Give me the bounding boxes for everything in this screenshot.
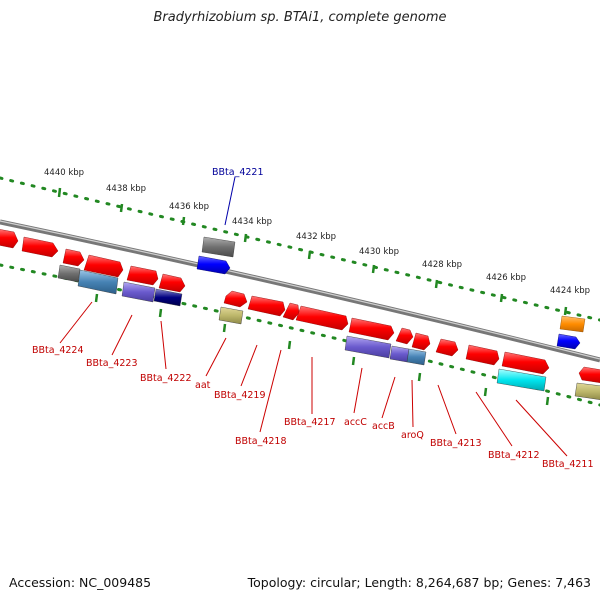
accession-text: Accession: NC_009485	[9, 575, 152, 590]
gene-labels: BBta_4221 BBta_4224 BBta_4223 BBta_4222 …	[32, 167, 594, 470]
gene-label[interactable]: BBta_4213	[430, 438, 482, 449]
gene-box[interactable]	[559, 315, 586, 333]
inner-major-ticks	[94, 293, 550, 406]
map-title: Bradyrhizobium sp. BTAi1, complete genom…	[153, 10, 447, 25]
gene-arrow[interactable]	[295, 305, 349, 331]
gene-arrow[interactable]	[556, 333, 581, 350]
ruler-labels: 4440 kbp 4438 kbp 4436 kbp 4434 kbp 4432…	[44, 168, 590, 296]
gene-box[interactable]	[201, 236, 236, 258]
ruler-label: 4438 kbp	[106, 184, 146, 194]
ruler-label: 4430 kbp	[359, 247, 399, 257]
ruler-label: 4426 kbp	[486, 273, 526, 283]
outer-ruler-track	[0, 176, 600, 322]
gene-box[interactable]	[406, 348, 427, 366]
gene-arrow[interactable]	[465, 344, 500, 366]
gene-features-outer	[0, 229, 586, 350]
gene-arrow[interactable]	[395, 327, 414, 345]
gene-arrow[interactable]	[83, 254, 124, 278]
topology-text: Topology: circular; Length: 8,264,687 bp…	[247, 575, 591, 590]
gene-label[interactable]: BBta_4217	[284, 417, 336, 428]
gene-label[interactable]: BBta_4211	[542, 459, 594, 470]
gene-label[interactable]: accC	[344, 417, 367, 428]
ruler-label: 4424 kbp	[550, 286, 590, 296]
gene-box[interactable]	[496, 368, 547, 392]
ruler-label: 4440 kbp	[44, 168, 84, 178]
gene-arrow[interactable]	[578, 366, 600, 383]
gene-arrow[interactable]	[501, 351, 550, 375]
gene-label[interactable]: aroQ	[401, 430, 424, 441]
gene-box[interactable]	[153, 288, 183, 307]
gene-box[interactable]	[57, 264, 81, 283]
gene-features-inner	[57, 264, 600, 400]
gene-label[interactable]: BBta_4219	[214, 390, 266, 401]
gene-arrow[interactable]	[126, 265, 159, 286]
gene-box[interactable]	[121, 281, 156, 303]
ruler-label: 4428 kbp	[422, 260, 462, 270]
gene-arrow[interactable]	[435, 338, 459, 357]
ruler-label: 4434 kbp	[232, 217, 272, 227]
gene-arrow[interactable]	[411, 332, 431, 351]
gene-label[interactable]: BBta_4224	[32, 345, 84, 356]
genome-backbone-highlight	[0, 220, 600, 360]
label-leaders	[59, 176, 568, 457]
gene-box[interactable]	[77, 269, 119, 295]
gene-label[interactable]: aat	[195, 380, 211, 391]
gene-box[interactable]	[574, 382, 600, 400]
gene-arrow[interactable]	[0, 229, 19, 249]
gene-box[interactable]	[218, 306, 244, 325]
gene-arrow[interactable]	[282, 302, 300, 321]
gene-label[interactable]: BBta_4212	[488, 450, 540, 461]
gene-arrow[interactable]	[348, 317, 395, 341]
gene-arrow[interactable]	[196, 255, 231, 275]
gene-arrow[interactable]	[158, 273, 186, 293]
gene-label[interactable]: BBta_4222	[140, 373, 192, 384]
genome-backbone	[0, 219, 600, 363]
gene-arrow[interactable]	[247, 295, 286, 317]
gene-arrow[interactable]	[62, 248, 85, 267]
gene-box[interactable]	[344, 335, 392, 359]
gene-label[interactable]: BBta_4218	[235, 436, 287, 447]
gene-label[interactable]: accB	[372, 421, 395, 432]
outer-major-ticks	[57, 187, 568, 316]
gene-arrow[interactable]	[21, 236, 59, 258]
gene-label[interactable]: BBta_4223	[86, 358, 138, 369]
ruler-label: 4432 kbp	[296, 232, 336, 242]
gene-label[interactable]: BBta_4221	[212, 167, 264, 178]
ruler-label: 4436 kbp	[169, 202, 209, 212]
gene-arrow[interactable]	[223, 290, 248, 308]
gene-box[interactable]	[389, 345, 410, 363]
